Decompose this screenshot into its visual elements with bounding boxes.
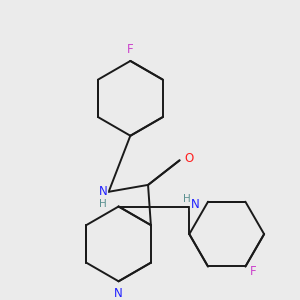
Text: F: F — [250, 265, 256, 278]
Text: F: F — [127, 43, 134, 56]
Text: O: O — [185, 152, 194, 165]
Text: H: H — [99, 199, 107, 208]
Text: N: N — [114, 286, 123, 300]
Text: N: N — [191, 198, 200, 211]
Text: H: H — [184, 194, 191, 204]
Text: N: N — [98, 185, 107, 198]
